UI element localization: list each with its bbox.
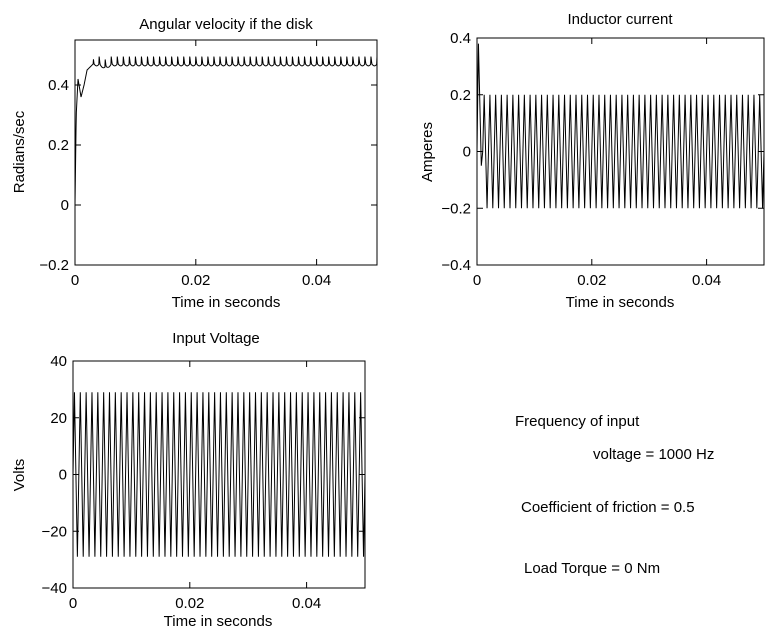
inductor-current-y-tick-label: 0 <box>463 144 471 161</box>
input-voltage-title: Input Voltage <box>172 330 260 347</box>
input-voltage-series-line <box>72 392 366 557</box>
input-voltage-y-tick-label: 40 <box>50 353 67 370</box>
friction-note: Coefficient of friction = 0.5 <box>521 499 695 516</box>
torque-note: Load Torque = 0 Nm <box>524 560 661 577</box>
input-voltage-x-ticks: 0 0.02 0.04 <box>69 361 321 612</box>
angular-velocity-plot: Angular velocity if the disk −0.200.20.4… <box>11 16 378 311</box>
inductor-current-x-tick-label: 0.02 <box>577 272 606 289</box>
input-voltage-y-tick-label: −40 <box>42 580 67 597</box>
angular-velocity-y-ticks: −0.2 0 0.2 0.4 <box>39 77 377 274</box>
inductor-current-y-tick-label: 0.4 <box>450 30 471 47</box>
angular-velocity-x-label: Time in seconds <box>172 294 281 311</box>
input-voltage-y-tick-label: 0 <box>59 467 67 484</box>
angular-velocity-x-tick-label: 0 <box>71 272 79 289</box>
input-voltage-y-tick-label: 20 <box>50 410 67 427</box>
inductor-current-y-label: Amperes <box>419 122 436 182</box>
inductor-current-series-line <box>476 43 765 209</box>
angular-velocity-y-tick-label: 0.4 <box>48 77 69 94</box>
input-voltage-y-ticks: −40 −20 0 20 40 <box>42 353 365 597</box>
inductor-current-plot: Inductor current −0.4 −0.2 0 0.2 0.4 0 0.02 0.… <box>419 11 765 311</box>
angular-velocity-y-tick-label: −0.2 <box>39 257 69 274</box>
angular-velocity-y-tick-label: 0.2 <box>48 137 69 154</box>
input-voltage-y-tick-label: −20 <box>42 523 67 540</box>
inductor-current-x-ticks: 0 0.02 0.04 <box>473 38 721 289</box>
angular-velocity-x-tick-label: 0.02 <box>181 272 210 289</box>
inductor-current-x-label: Time in seconds <box>566 294 675 311</box>
angular-velocity-x-tick-label: 0.04 <box>302 272 331 289</box>
angular-velocity-axes-box <box>74 39 378 266</box>
inductor-current-y-tick-label: −0.4 <box>441 257 471 274</box>
angular-velocity-x-ticks: 0 0.02 0.04 <box>71 40 331 289</box>
inductor-current-title: Inductor current <box>567 11 673 28</box>
input-voltage-x-tick-label: 0.04 <box>292 595 321 612</box>
inductor-current-y-tick-label: 0.2 <box>450 87 471 104</box>
angular-velocity-series-line <box>74 56 378 206</box>
input-voltage-plot: Input Voltage −40 −20 0 20 40 0 0.02 0.04 Time… <box>11 330 366 630</box>
inductor-current-y-tick-label: −0.2 <box>441 200 471 217</box>
input-voltage-x-tick-label: 0 <box>69 595 77 612</box>
angular-velocity-title: Angular velocity if the disk <box>139 16 313 33</box>
frequency-note-line1: Frequency of input <box>515 413 640 430</box>
frequency-note-line2: voltage = 1000 Hz <box>593 446 715 463</box>
inductor-current-y-ticks: −0.4 −0.2 0 0.2 0.4 <box>441 30 764 274</box>
input-voltage-y-label: Volts <box>11 459 28 492</box>
angular-velocity-y-tick-label: 0 <box>61 197 69 214</box>
input-voltage-x-tick-label: 0.02 <box>175 595 204 612</box>
inductor-current-x-tick-label: 0 <box>473 272 481 289</box>
input-voltage-x-label: Time in seconds <box>164 613 273 630</box>
inductor-current-x-tick-label: 0.04 <box>692 272 721 289</box>
angular-velocity-y-label: Radians/sec <box>11 110 28 193</box>
